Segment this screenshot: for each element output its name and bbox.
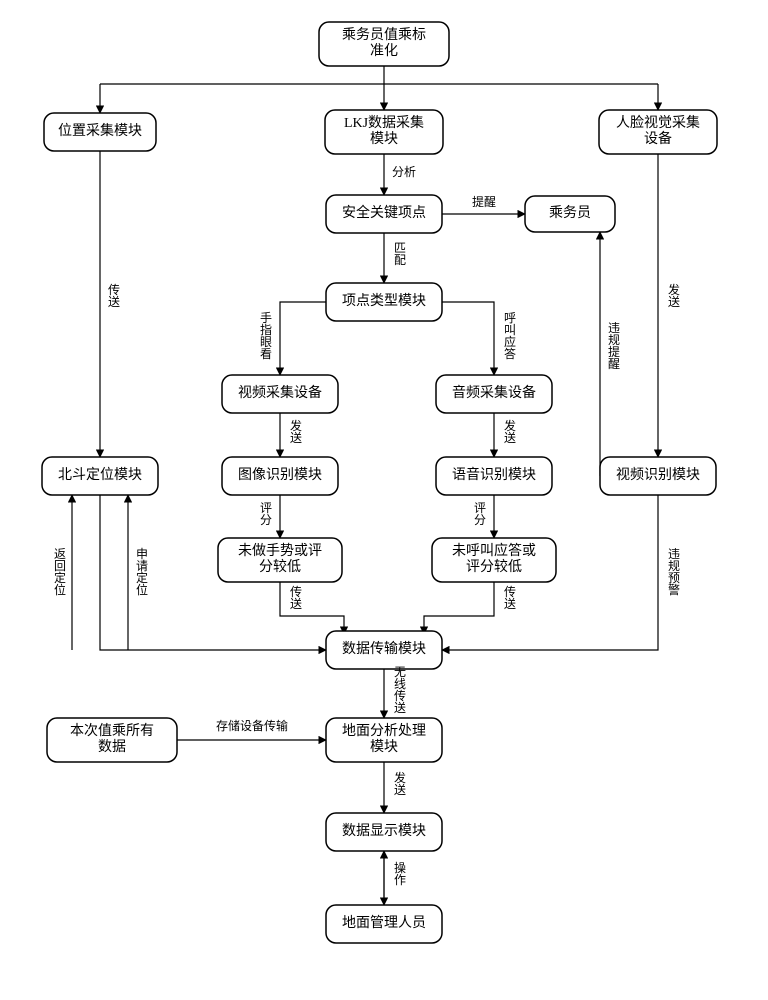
edge-label: 违规提醒 [608, 321, 620, 371]
flow-node: 视频采集设备 [222, 375, 338, 413]
node-label: 数据显示模块 [342, 823, 426, 839]
node-label: 数据传输模块 [342, 641, 426, 657]
flowchart-canvas: 乘务员值乘标准化位置采集模块 LKJ数据采集模块 人脸视觉采集设备安全关键项点 乘务员… [0, 0, 768, 1000]
node-label: 视频采集设备 [238, 384, 322, 401]
node-label: 音频采集设备 [452, 384, 536, 401]
flow-edge [424, 582, 494, 634]
flow-node: 数据显示模块 [326, 813, 442, 851]
edge-label: 匹配 [394, 241, 406, 267]
flow-node: 未呼叫应答或评分较低 [432, 538, 556, 582]
edge-label: 传送 [108, 282, 120, 309]
edge-label: 违规预警 [668, 547, 680, 597]
flow-node: 图像识别模块 [222, 457, 338, 495]
edge-label: 存储设备传输 [216, 718, 288, 733]
flow-node: 音频采集设备 [436, 375, 552, 413]
flow-node: 北斗定位模块 [42, 457, 158, 495]
node-label: 项点类型模块 [342, 293, 426, 309]
edge-label: 评分 [260, 501, 272, 527]
flow-node: 语音识别模块 [436, 457, 552, 495]
flow-node: 地面管理人员 [326, 905, 442, 943]
edge-label: 发送 [668, 282, 680, 309]
flow-node: 未做手势或评分较低 [218, 538, 342, 582]
edges-layer [72, 66, 658, 905]
flow-node: 数据传输模块 [326, 631, 442, 669]
node-label: 位置采集模块 [58, 122, 142, 139]
edge-label: 传送 [504, 584, 516, 611]
node-label: 语音识别模块 [452, 466, 536, 483]
edge-label: 传送 [290, 584, 302, 611]
flow-node: 安全关键项点 [326, 195, 442, 233]
edge-label: 呼叫应答 [504, 311, 516, 361]
flow-node: 地面分析处理模块 [326, 718, 442, 762]
edge-label: 申请定位 [136, 547, 148, 597]
edge-labels-layer: 分析提醒匹配手指眼看呼叫应答发送发送评分评分传送传送传送返回定位申请定位发送违规… [54, 165, 680, 887]
flow-node: 乘务员 [525, 196, 615, 232]
flow-node: 本次值乘所有数据 [47, 718, 177, 762]
edge-label: 发送 [290, 418, 302, 445]
flow-node: 人脸视觉采集设备 [599, 110, 717, 154]
flow-node: 乘务员值乘标准化 [319, 22, 449, 66]
flow-edge [442, 302, 494, 375]
node-label: 地面管理人员 [342, 915, 426, 931]
edge-label: 返回定位 [54, 547, 66, 597]
flow-node: 位置采集模块 [44, 113, 156, 151]
edge-label: 提醒 [472, 194, 496, 209]
flow-node: 视频识别模块 [600, 457, 716, 495]
nodes-layer: 乘务员值乘标准化位置采集模块 LKJ数据采集模块 人脸视觉采集设备安全关键项点 乘务员… [42, 22, 717, 943]
node-label: 乘务员 [549, 205, 591, 221]
edge-label: 发送 [504, 418, 516, 445]
edge-label: 评分 [474, 501, 486, 527]
edge-label: 发送 [394, 770, 406, 797]
edge-label: 无线传送 [394, 665, 406, 715]
node-label: 视频识别模块 [616, 467, 700, 483]
edge-label: 手指眼看 [260, 311, 272, 361]
edge-label: 操作 [394, 860, 406, 887]
flow-node: LKJ数据采集模块 [325, 110, 443, 154]
flow-node: 项点类型模块 [326, 283, 442, 321]
node-label: 图像识别模块 [238, 467, 322, 483]
node-label: 安全关键项点 [342, 204, 426, 221]
flow-edge [280, 302, 326, 375]
node-label: 北斗定位模块 [58, 467, 142, 483]
edge-label: 分析 [392, 165, 416, 179]
